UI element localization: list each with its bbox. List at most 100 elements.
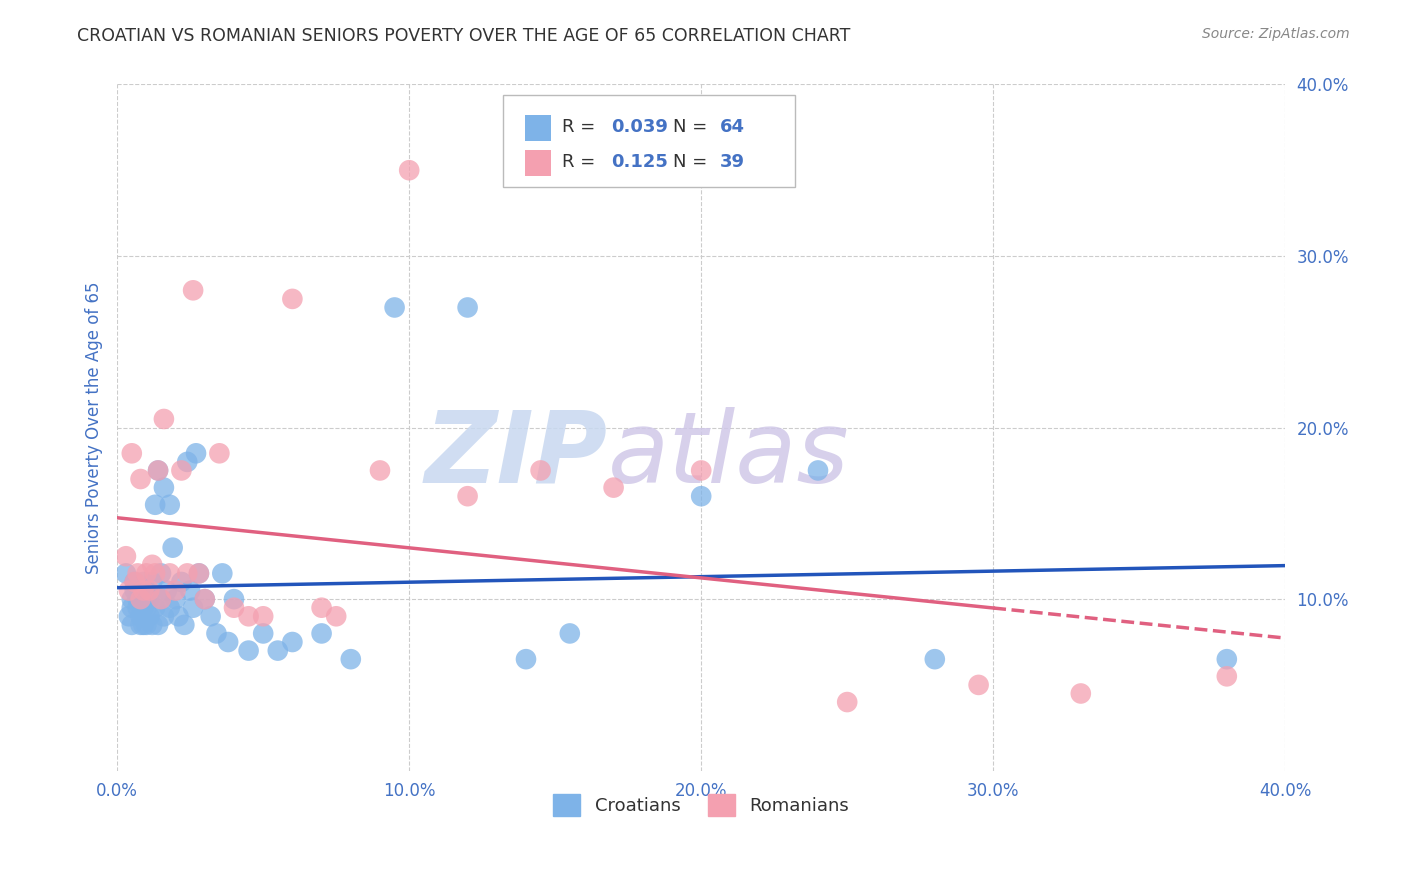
Point: [159, 600, 181, 615]
Point: [124, 574, 146, 589]
Point: [311, 600, 333, 615]
Point: [217, 635, 239, 649]
Text: 0.125: 0.125: [612, 153, 668, 171]
Point: [121, 446, 143, 460]
Point: [837, 695, 859, 709]
Point: [173, 618, 195, 632]
Point: [143, 498, 166, 512]
Point: [135, 618, 157, 632]
Point: [457, 301, 479, 315]
Point: [188, 566, 211, 581]
Point: [200, 609, 222, 624]
Point: [179, 583, 201, 598]
Point: [967, 678, 990, 692]
Point: [281, 292, 304, 306]
Point: [121, 592, 143, 607]
Point: [129, 472, 152, 486]
Point: [127, 592, 149, 607]
Point: [124, 583, 146, 598]
Point: [124, 574, 146, 589]
Point: [138, 592, 160, 607]
Point: [143, 600, 166, 615]
Point: [184, 446, 207, 460]
Point: [222, 600, 245, 615]
Bar: [524, 150, 551, 176]
Point: [118, 583, 141, 598]
Text: 39: 39: [720, 153, 745, 171]
Point: [135, 566, 157, 581]
Point: [132, 618, 155, 632]
Point: [156, 583, 179, 598]
Point: [146, 463, 169, 477]
Point: [127, 600, 149, 615]
Text: N =: N =: [673, 118, 713, 136]
Point: [807, 463, 830, 477]
Point: [132, 600, 155, 615]
Point: [143, 566, 166, 581]
Point: [127, 566, 149, 581]
Point: [457, 489, 479, 503]
Point: [170, 574, 193, 589]
Point: [398, 163, 420, 178]
Point: [121, 600, 143, 615]
Point: [165, 592, 187, 607]
Point: [135, 583, 157, 598]
Point: [252, 626, 274, 640]
Point: [153, 481, 176, 495]
Point: [132, 592, 155, 607]
Point: [118, 609, 141, 624]
Point: [176, 566, 198, 581]
Point: [238, 609, 260, 624]
Point: [159, 498, 181, 512]
Y-axis label: Seniors Poverty Over the Age of 65: Seniors Poverty Over the Age of 65: [86, 281, 103, 574]
Point: [222, 592, 245, 607]
Point: [176, 455, 198, 469]
Point: [529, 463, 551, 477]
Point: [1216, 652, 1239, 666]
Point: [252, 609, 274, 624]
Point: [208, 446, 231, 460]
Point: [141, 618, 163, 632]
Text: N =: N =: [673, 153, 713, 171]
Point: [281, 635, 304, 649]
FancyBboxPatch shape: [502, 95, 794, 187]
Point: [194, 592, 217, 607]
Point: [238, 643, 260, 657]
Point: [129, 592, 152, 607]
Point: [115, 566, 138, 581]
Point: [146, 618, 169, 632]
Point: [267, 643, 290, 657]
Point: [121, 618, 143, 632]
Point: [181, 600, 204, 615]
Point: [188, 566, 211, 581]
Point: [339, 652, 361, 666]
Point: [368, 463, 391, 477]
Point: [181, 283, 204, 297]
Point: [602, 481, 624, 495]
Legend: Croatians, Romanians: Croatians, Romanians: [546, 787, 856, 823]
Point: [211, 566, 233, 581]
Point: [194, 592, 217, 607]
Point: [138, 609, 160, 624]
Text: CROATIAN VS ROMANIAN SENIORS POVERTY OVER THE AGE OF 65 CORRELATION CHART: CROATIAN VS ROMANIAN SENIORS POVERTY OVE…: [77, 27, 851, 45]
Point: [135, 600, 157, 615]
Point: [150, 592, 173, 607]
Point: [325, 609, 347, 624]
Point: [558, 626, 581, 640]
Point: [162, 541, 184, 555]
Text: atlas: atlas: [607, 407, 849, 503]
Point: [384, 301, 406, 315]
Point: [132, 574, 155, 589]
Point: [690, 489, 713, 503]
Point: [690, 463, 713, 477]
Point: [167, 609, 190, 624]
Point: [141, 558, 163, 572]
Point: [1070, 686, 1092, 700]
Point: [129, 618, 152, 632]
Point: [515, 652, 537, 666]
Text: 0.039: 0.039: [612, 118, 668, 136]
Text: Source: ZipAtlas.com: Source: ZipAtlas.com: [1202, 27, 1350, 41]
Text: ZIP: ZIP: [425, 407, 607, 503]
Point: [165, 583, 187, 598]
Text: 64: 64: [720, 118, 745, 136]
